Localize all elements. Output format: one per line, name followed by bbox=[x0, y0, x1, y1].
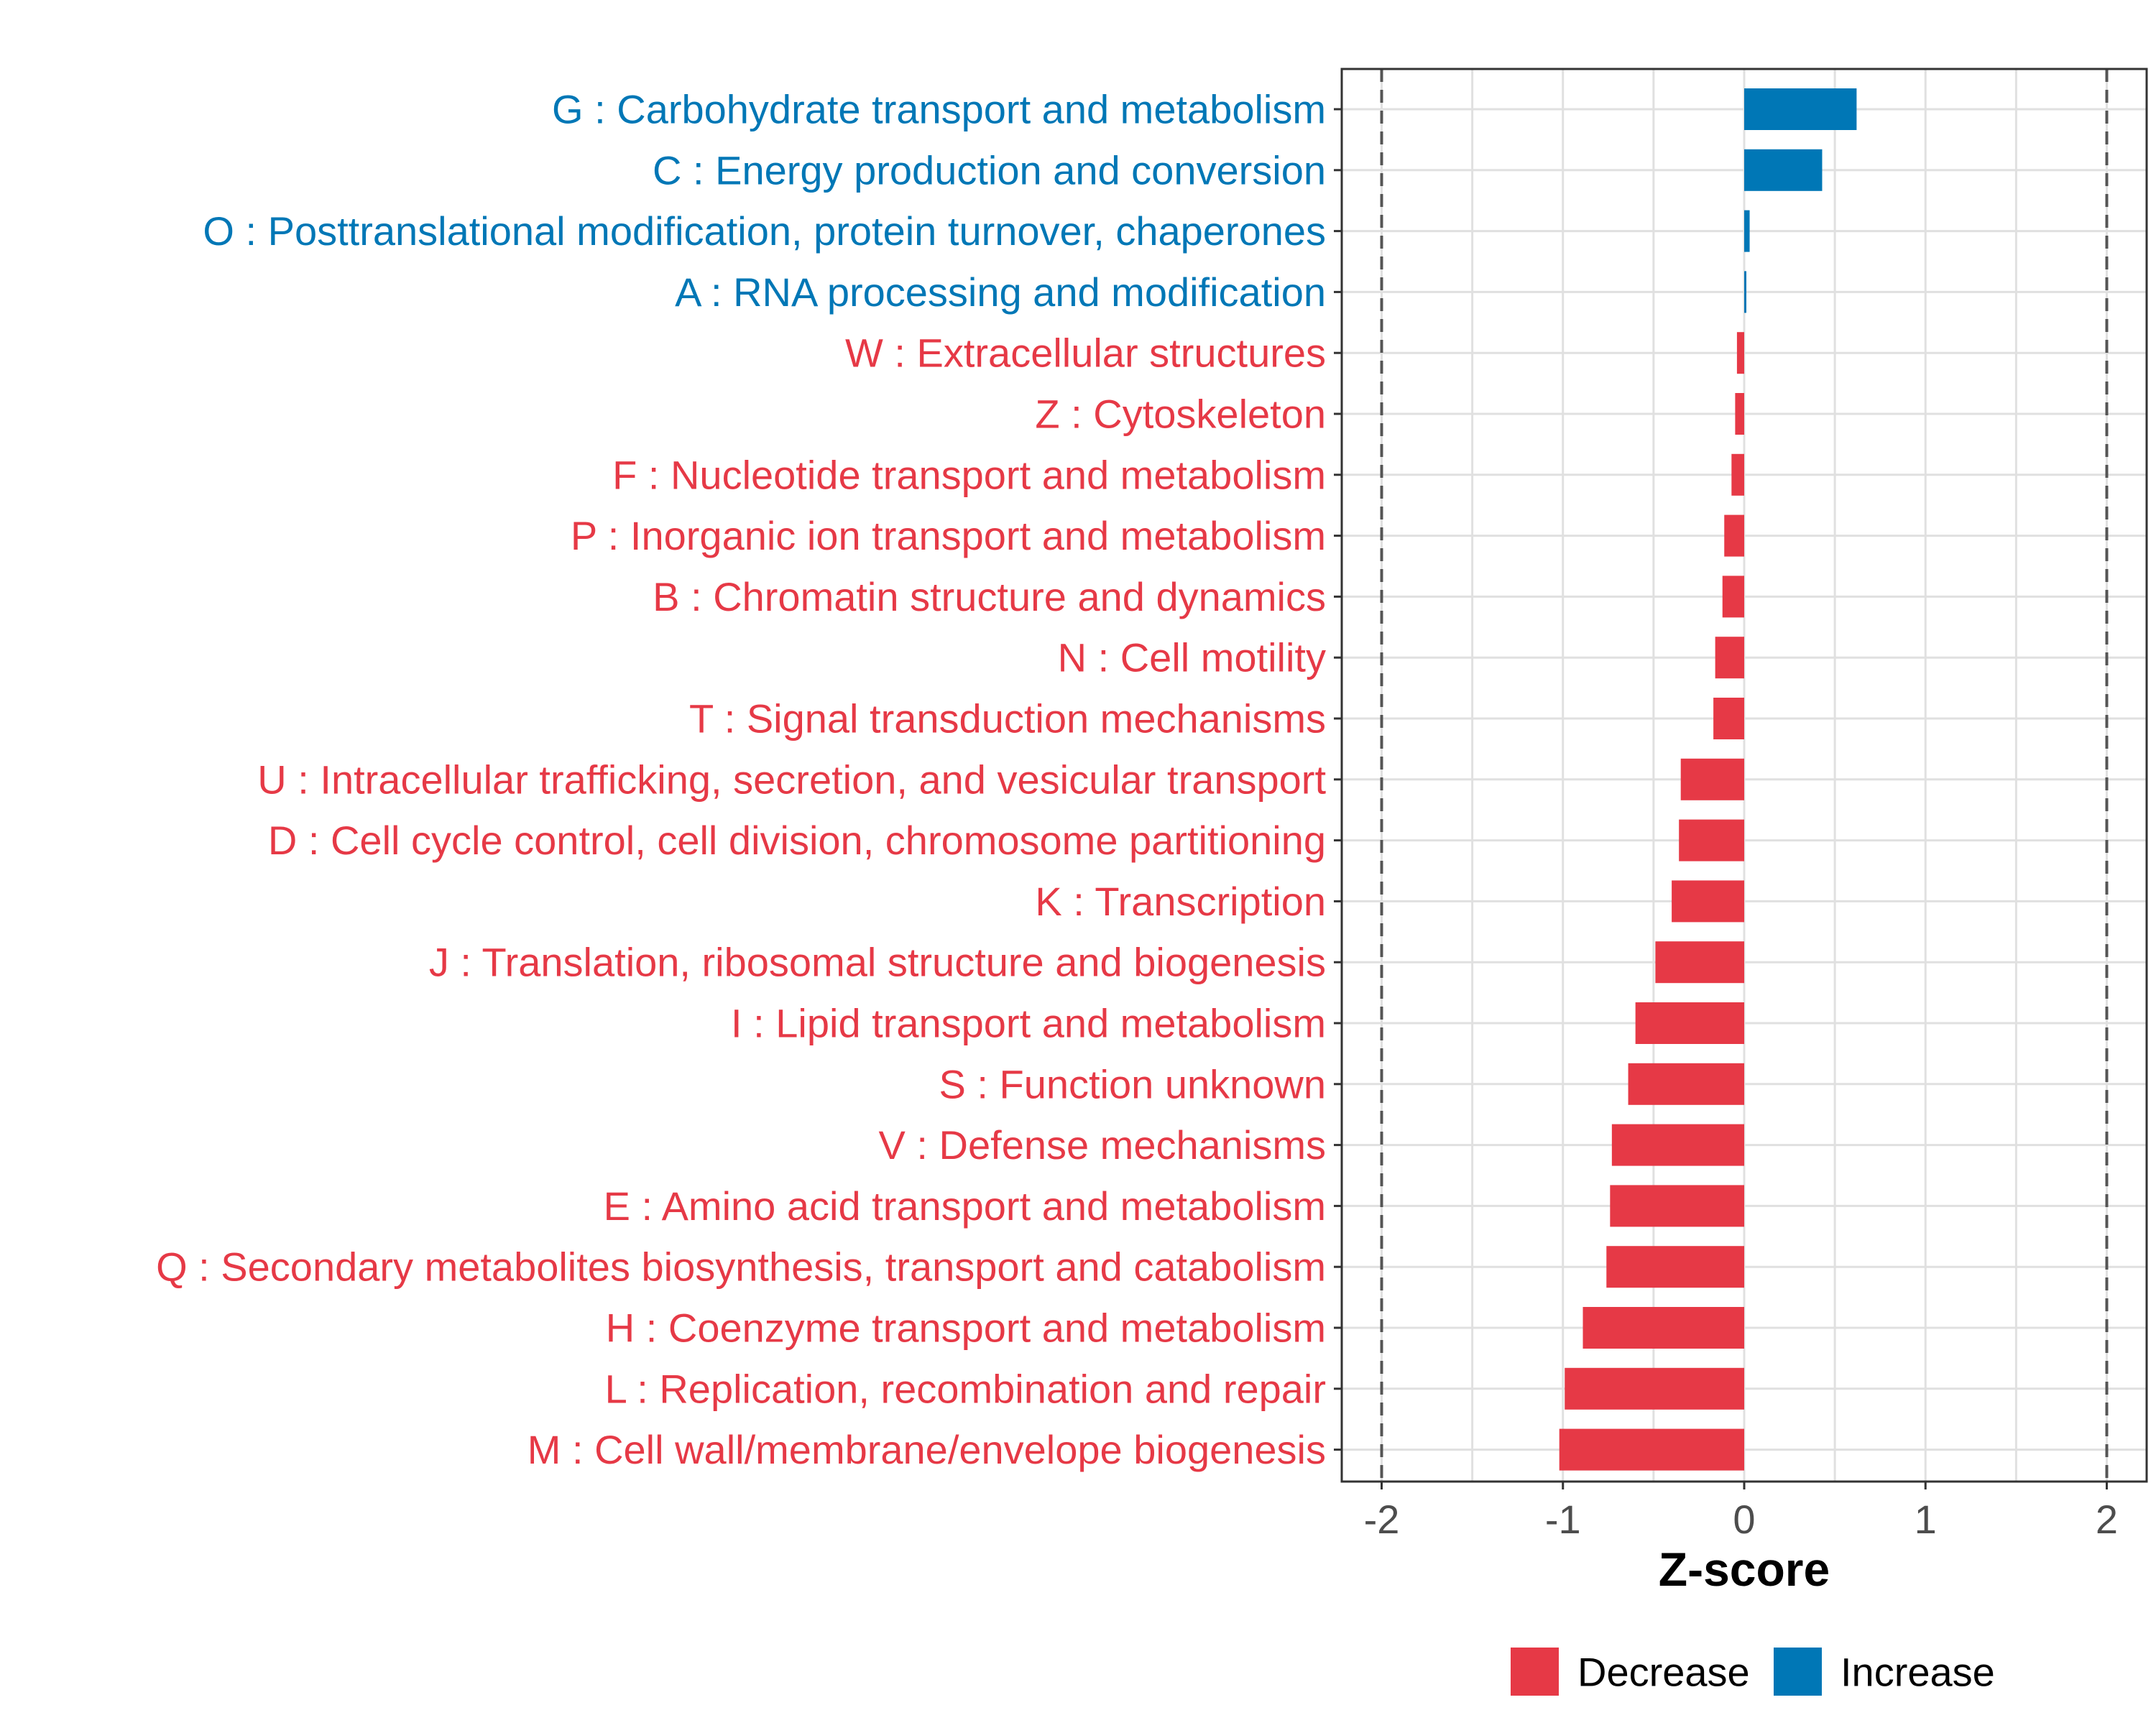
category-label: Z : Cytoskeleton bbox=[1035, 392, 1326, 437]
legend: Decrease Increase bbox=[1511, 1648, 1995, 1696]
category-label: N : Cell motility bbox=[1058, 635, 1326, 680]
category-label: A : RNA processing and modification bbox=[675, 269, 1326, 315]
bar bbox=[1606, 1246, 1744, 1288]
bar bbox=[1744, 88, 1857, 130]
x-tick-label: -2 bbox=[1364, 1497, 1400, 1542]
category-label: P : Inorganic ion transport and metaboli… bbox=[571, 513, 1326, 558]
reference-lines bbox=[1380, 69, 2109, 1482]
bar bbox=[1722, 576, 1744, 618]
x-tick-label: 0 bbox=[1733, 1497, 1755, 1542]
category-label: O : Posttranslational modification, prot… bbox=[203, 208, 1326, 254]
x-axis-title: Z-score bbox=[1659, 1543, 1830, 1596]
category-label: E : Amino acid transport and metabolism bbox=[604, 1183, 1326, 1229]
legend-label: Decrease bbox=[1577, 1650, 1750, 1695]
legend-swatch bbox=[1511, 1648, 1559, 1696]
category-label: G : Carbohydrate transport and metabolis… bbox=[552, 87, 1326, 132]
bar bbox=[1744, 149, 1823, 191]
category-label: S : Function unknown bbox=[939, 1061, 1326, 1106]
bar bbox=[1735, 393, 1744, 435]
category-label: W : Extracellular structures bbox=[845, 331, 1326, 376]
category-label: D : Cell cycle control, cell division, c… bbox=[268, 818, 1326, 863]
x-tick-label: 2 bbox=[2096, 1497, 2118, 1542]
category-label: H : Coenzyme transport and metabolism bbox=[606, 1306, 1326, 1351]
bar bbox=[1610, 1185, 1744, 1227]
bar bbox=[1724, 514, 1744, 557]
category-label: M : Cell wall/membrane/envelope biogenes… bbox=[528, 1427, 1326, 1472]
x-tick-label: 1 bbox=[1915, 1497, 1937, 1542]
bar bbox=[1736, 332, 1744, 374]
bar bbox=[1655, 941, 1744, 984]
bars bbox=[1559, 88, 1857, 1471]
category-label: J : Translation, ribosomal structure and… bbox=[429, 940, 1326, 985]
bar bbox=[1744, 210, 1750, 252]
bar bbox=[1583, 1307, 1744, 1349]
bar bbox=[1611, 1124, 1744, 1166]
bar bbox=[1565, 1367, 1744, 1410]
category-label: Q : Secondary metabolites biosynthesis, … bbox=[156, 1244, 1326, 1290]
bar bbox=[1672, 880, 1744, 923]
category-labels: G : Carbohydrate transport and metabolis… bbox=[156, 87, 1326, 1473]
category-label: U : Intracellular trafficking, secretion… bbox=[257, 757, 1326, 802]
category-label: K : Transcription bbox=[1035, 879, 1326, 924]
category-label: I : Lipid transport and metabolism bbox=[731, 1001, 1326, 1046]
category-label: F : Nucleotide transport and metabolism bbox=[612, 452, 1326, 497]
bar bbox=[1679, 819, 1744, 861]
bar bbox=[1680, 758, 1744, 800]
bar bbox=[1713, 698, 1744, 739]
bar bbox=[1715, 637, 1744, 679]
category-label: B : Chromatin structure and dynamics bbox=[653, 574, 1326, 619]
bar bbox=[1744, 271, 1746, 313]
bar bbox=[1628, 1063, 1744, 1105]
x-tick-label: -1 bbox=[1545, 1497, 1581, 1542]
y-ticks bbox=[1334, 108, 1342, 1451]
legend-swatch bbox=[1774, 1648, 1822, 1696]
category-label: V : Defense mechanisms bbox=[879, 1122, 1326, 1168]
legend-label: Increase bbox=[1841, 1650, 1995, 1695]
category-label: T : Signal transduction mechanisms bbox=[689, 696, 1326, 741]
category-label: C : Energy production and conversion bbox=[653, 147, 1326, 193]
category-label: L : Replication, recombination and repai… bbox=[605, 1366, 1326, 1411]
x-ticks: -2 -1 0 1 2 bbox=[1364, 1482, 2118, 1542]
bar bbox=[1559, 1428, 1744, 1471]
bar bbox=[1731, 453, 1744, 496]
bar bbox=[1635, 1002, 1744, 1044]
